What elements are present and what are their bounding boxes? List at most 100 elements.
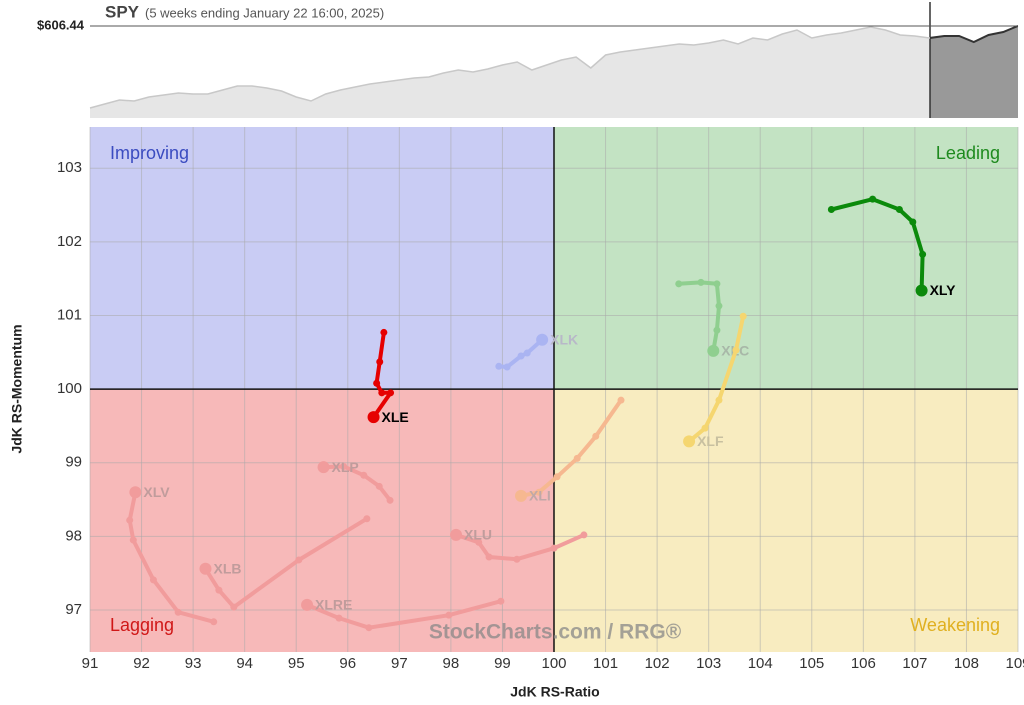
trail [829, 197, 925, 293]
trail-point [535, 488, 543, 496]
trail-head [915, 284, 928, 297]
benchmark-panel: $606.44 [37, 2, 1019, 118]
trail-point [869, 195, 877, 203]
trail-point [386, 496, 394, 504]
series-label: XLI [529, 488, 551, 504]
series-label: XLB [213, 560, 241, 576]
trail-point [697, 278, 705, 286]
quadrant-label: Leading [936, 143, 1000, 163]
x-axis-title: JdK RS-Ratio [510, 684, 599, 700]
trail-point [129, 536, 137, 544]
trail-point [550, 544, 558, 552]
benchmark-price-label: $606.44 [37, 17, 85, 32]
trail-head [367, 411, 380, 424]
y-tick-label: 98 [65, 527, 82, 544]
benchmark-line [89, 25, 1019, 109]
x-tick-label: 108 [954, 655, 979, 672]
trail-head [536, 333, 549, 346]
benchmark-name: SPY [105, 2, 140, 21]
trail-point [497, 597, 505, 605]
trails: XLKXLCXLFXLIXLUXLPXLVXLBXLREXLEXLY [126, 195, 957, 632]
quadrant-label: Improving [110, 143, 189, 163]
trail-point [715, 302, 723, 310]
trail-point [713, 326, 721, 334]
x-tick-label: 100 [541, 655, 566, 672]
x-tick-label: 106 [851, 655, 876, 672]
trail-point [475, 538, 483, 546]
trail-head [515, 489, 528, 502]
series-label: XLV [143, 484, 170, 500]
trail-head [129, 486, 142, 499]
watermark: StockCharts.com / RRG® [429, 621, 682, 644]
x-tick-label: 103 [696, 655, 721, 672]
trail-point [503, 363, 511, 371]
quadrant-label: Lagging [110, 615, 174, 635]
trail-point [827, 205, 835, 213]
quadrant [554, 127, 1018, 390]
trail-point [580, 531, 588, 539]
series-label: XLF [697, 433, 724, 449]
trail-head [301, 598, 314, 611]
trail-point [378, 389, 386, 397]
y-tick-label: 97 [65, 601, 82, 618]
trail-point [365, 624, 373, 632]
series-label: XLU [464, 527, 492, 543]
x-tick-label: 107 [902, 655, 927, 672]
x-tick-label: 92 [133, 655, 150, 672]
x-tick-label: 95 [288, 655, 305, 672]
trail-point [335, 614, 343, 622]
trail-point [373, 379, 381, 387]
trail-point [380, 328, 388, 336]
trail-point [387, 389, 395, 397]
trail-point [340, 462, 348, 470]
series-label: XLE [382, 409, 409, 425]
trail-point [517, 352, 525, 360]
y-tick-label: 102 [57, 233, 82, 250]
trail-point [732, 346, 740, 354]
x-tick-label: 105 [799, 655, 824, 672]
y-axis-title: JdK RS-Momentum [9, 324, 25, 453]
trail-point [919, 250, 927, 258]
x-tick-label: 98 [443, 655, 460, 672]
trail-point [909, 218, 917, 226]
plot-area: Improving Leading Lagging Weakening StockCha… [89, 127, 1019, 652]
benchmark-recent-area [930, 25, 1018, 118]
trail-point [713, 280, 721, 288]
x-tick-label: 104 [748, 655, 773, 672]
trail-point [230, 603, 238, 611]
series-label: XLK [550, 332, 578, 348]
quadrant-label: Weakening [910, 615, 1000, 635]
trail-point [553, 473, 561, 481]
y-tick-label: 103 [57, 159, 82, 176]
trail-point [360, 471, 368, 479]
x-tick-label: 97 [391, 655, 408, 672]
trail-point [675, 280, 683, 288]
series-label: XLP [332, 459, 359, 475]
quadrant [90, 127, 554, 390]
x-tick-label: 109 [1005, 655, 1024, 672]
trail-point [149, 576, 157, 584]
trail-point [210, 618, 218, 626]
trail-point [445, 611, 453, 619]
x-tick-label: 99 [494, 655, 511, 672]
trail-point [215, 586, 223, 594]
series-label: XLRE [315, 597, 352, 613]
trail-head [707, 344, 720, 357]
x-tick-label: 101 [593, 655, 618, 672]
trail [371, 330, 393, 420]
x-tick-label: 94 [236, 655, 253, 672]
x-tick-label: 102 [645, 655, 670, 672]
trail-point [573, 454, 581, 462]
trail-point [523, 349, 531, 357]
series-label: XLY [930, 282, 957, 298]
trail-point [701, 424, 709, 432]
trail-point [592, 432, 600, 440]
trail-point [513, 555, 521, 563]
trail [127, 490, 216, 624]
x-tick-label: 93 [185, 655, 202, 672]
y-tick-label: 101 [57, 306, 82, 323]
benchmark-area [90, 25, 1018, 118]
x-tick-label: 96 [339, 655, 356, 672]
trail-point [295, 556, 303, 564]
